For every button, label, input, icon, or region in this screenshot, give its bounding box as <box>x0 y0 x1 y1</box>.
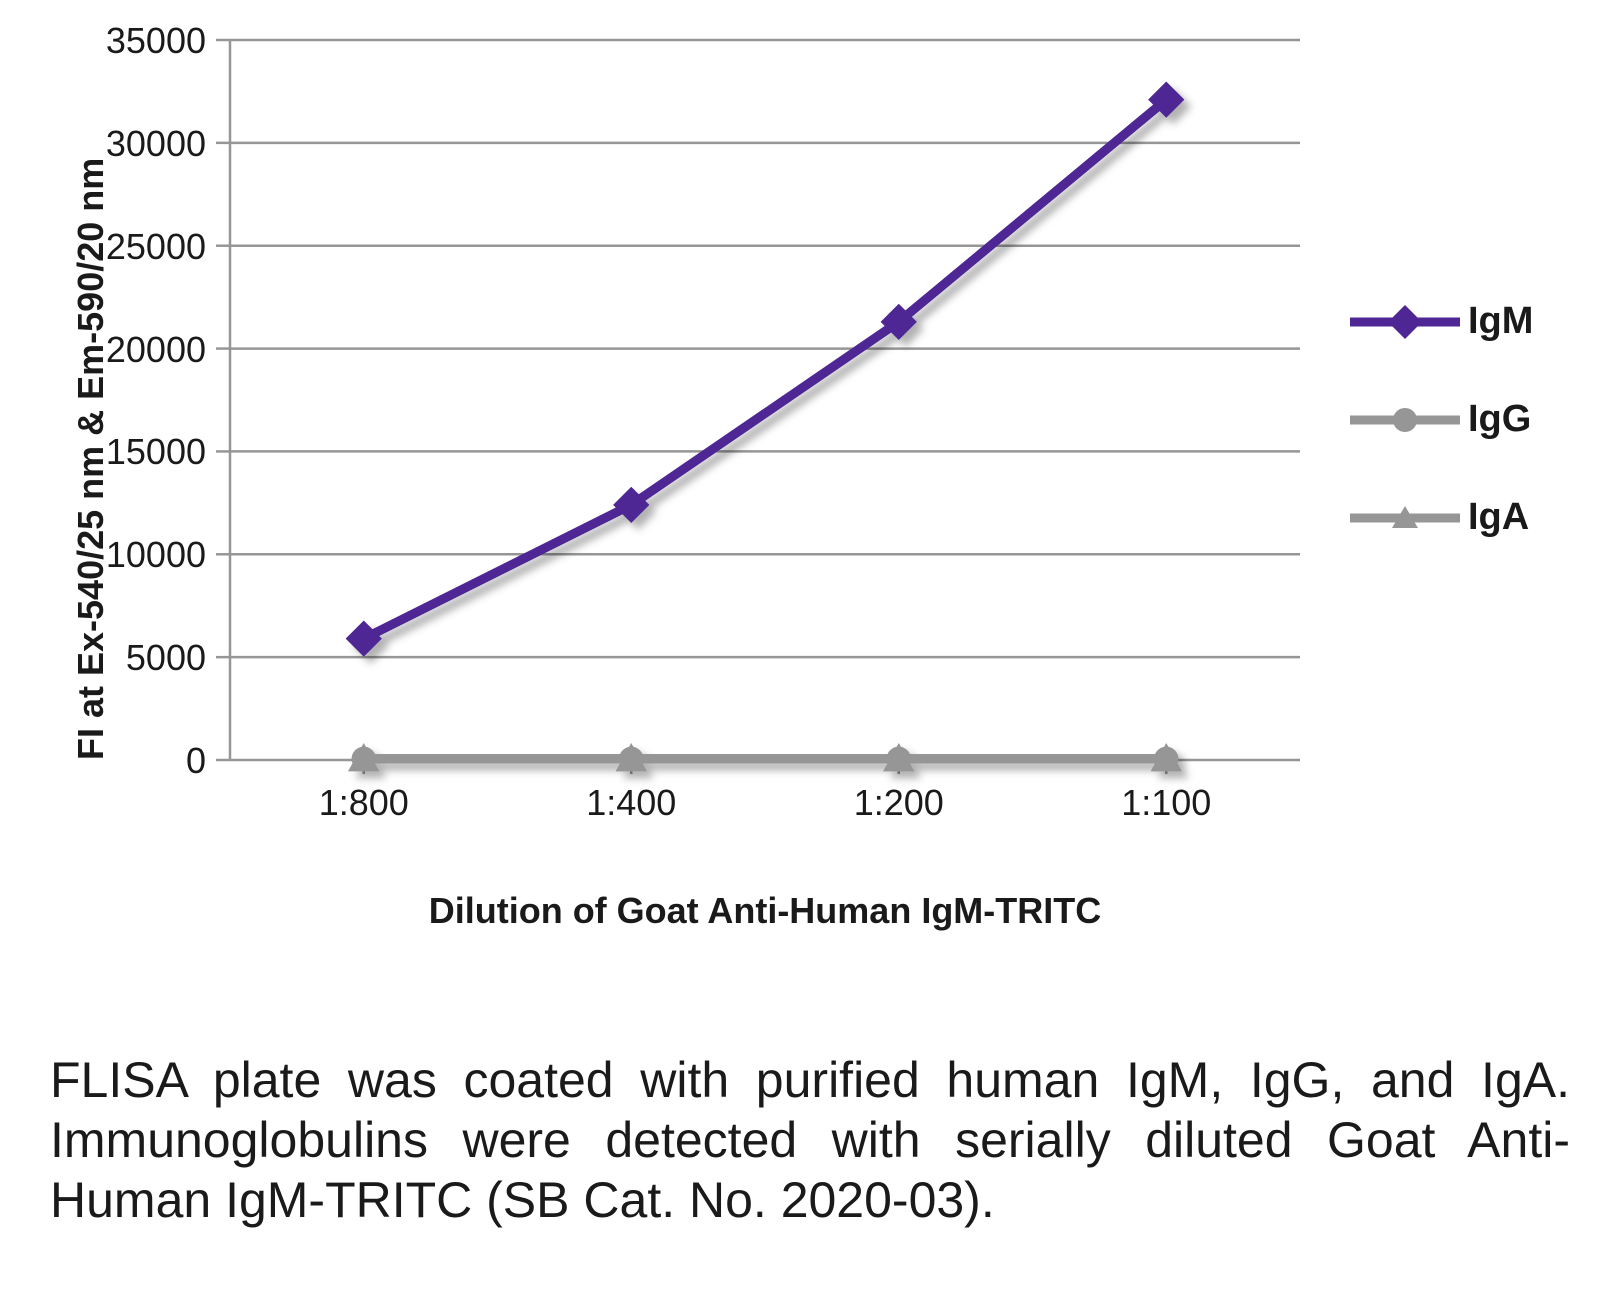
x-axis-title: Dilution of Goat Anti-Human IgM-TRITC <box>429 890 1102 932</box>
ytick-label: 35000 <box>0 20 206 62</box>
caption-text: FLISA plate was coated with purified hum… <box>50 1050 1570 1230</box>
triangle-icon <box>1350 498 1460 538</box>
series <box>346 82 1184 772</box>
legend-label: IgA <box>1468 496 1529 539</box>
axes <box>216 40 1300 774</box>
xtick-label: 1:400 <box>586 782 676 824</box>
legend-label: IgG <box>1468 398 1531 441</box>
y-axis-title: FI at Ex-540/25 nm & Em-590/20 nm <box>70 158 112 760</box>
legend: IgM IgG IgA <box>1350 300 1533 594</box>
circle-icon <box>1350 400 1460 440</box>
gridlines <box>230 40 1300 657</box>
legend-item-igg: IgG <box>1350 398 1533 441</box>
chart-container: 05000100001500020000250003000035000 1:80… <box>0 0 1605 1000</box>
legend-item-igm: IgM <box>1350 300 1533 343</box>
diamond-icon <box>1350 302 1460 342</box>
xtick-label: 1:200 <box>854 782 944 824</box>
legend-item-iga: IgA <box>1350 496 1533 539</box>
xtick-label: 1:800 <box>319 782 409 824</box>
legend-label: IgM <box>1468 300 1533 343</box>
xtick-label: 1:100 <box>1121 782 1211 824</box>
